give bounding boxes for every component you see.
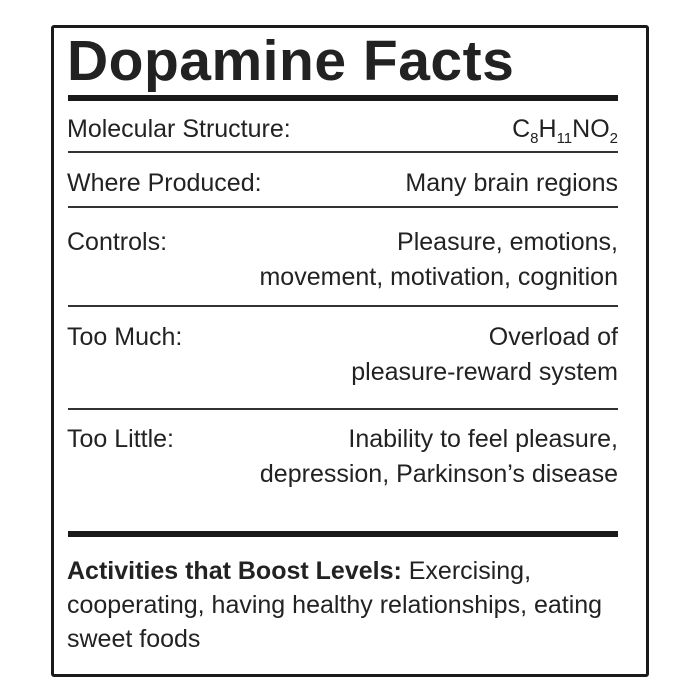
where-produced-value: Many brain regions (405, 169, 618, 197)
row-divider (68, 151, 618, 153)
formula-subscript: 2 (609, 130, 618, 147)
too-little-line: Inability to feel pleasure, (348, 425, 618, 453)
too-much-line: pleasure-reward system (351, 358, 618, 386)
too-much-value: Overload of pleasure-reward system (351, 320, 618, 390)
formula-subscript: 8 (530, 130, 539, 147)
title-divider (68, 95, 618, 101)
row-divider (68, 206, 618, 208)
controls-line: Pleasure, emotions, (397, 228, 618, 256)
formula-element: C (512, 115, 531, 143)
formula-element: NO (572, 115, 610, 143)
page-title: Dopamine Facts (67, 29, 515, 93)
controls-label: Controls: (67, 228, 168, 256)
too-much-label: Too Much: (67, 323, 183, 351)
where-produced-label: Where Produced: (67, 169, 262, 197)
too-little-label: Too Little: (67, 425, 175, 453)
formula-element: H (538, 115, 557, 143)
controls-value: Pleasure, emotions, movement, motivation… (259, 225, 618, 295)
too-little-line: depression, Parkinson’s disease (259, 460, 618, 488)
formula-subscript: 11 (556, 130, 573, 147)
row-divider (68, 305, 618, 307)
facts-card (51, 25, 649, 677)
activities-divider (68, 531, 618, 537)
molecular-formula: C8H11NO2 (512, 112, 618, 147)
row-divider (68, 408, 618, 410)
molecular-structure-label: Molecular Structure: (67, 115, 291, 143)
controls-line: movement, motivation, cognition (259, 263, 618, 291)
activities-text: Exercising, cooperating, having healthy … (67, 557, 603, 653)
activities-label: Activities that Boost Levels: (67, 557, 402, 585)
activities-section: Activities that Boost Levels: Exercising… (67, 554, 647, 656)
too-much-line: Overload of (488, 323, 618, 351)
too-little-value: Inability to feel pleasure, depression, … (260, 422, 618, 492)
